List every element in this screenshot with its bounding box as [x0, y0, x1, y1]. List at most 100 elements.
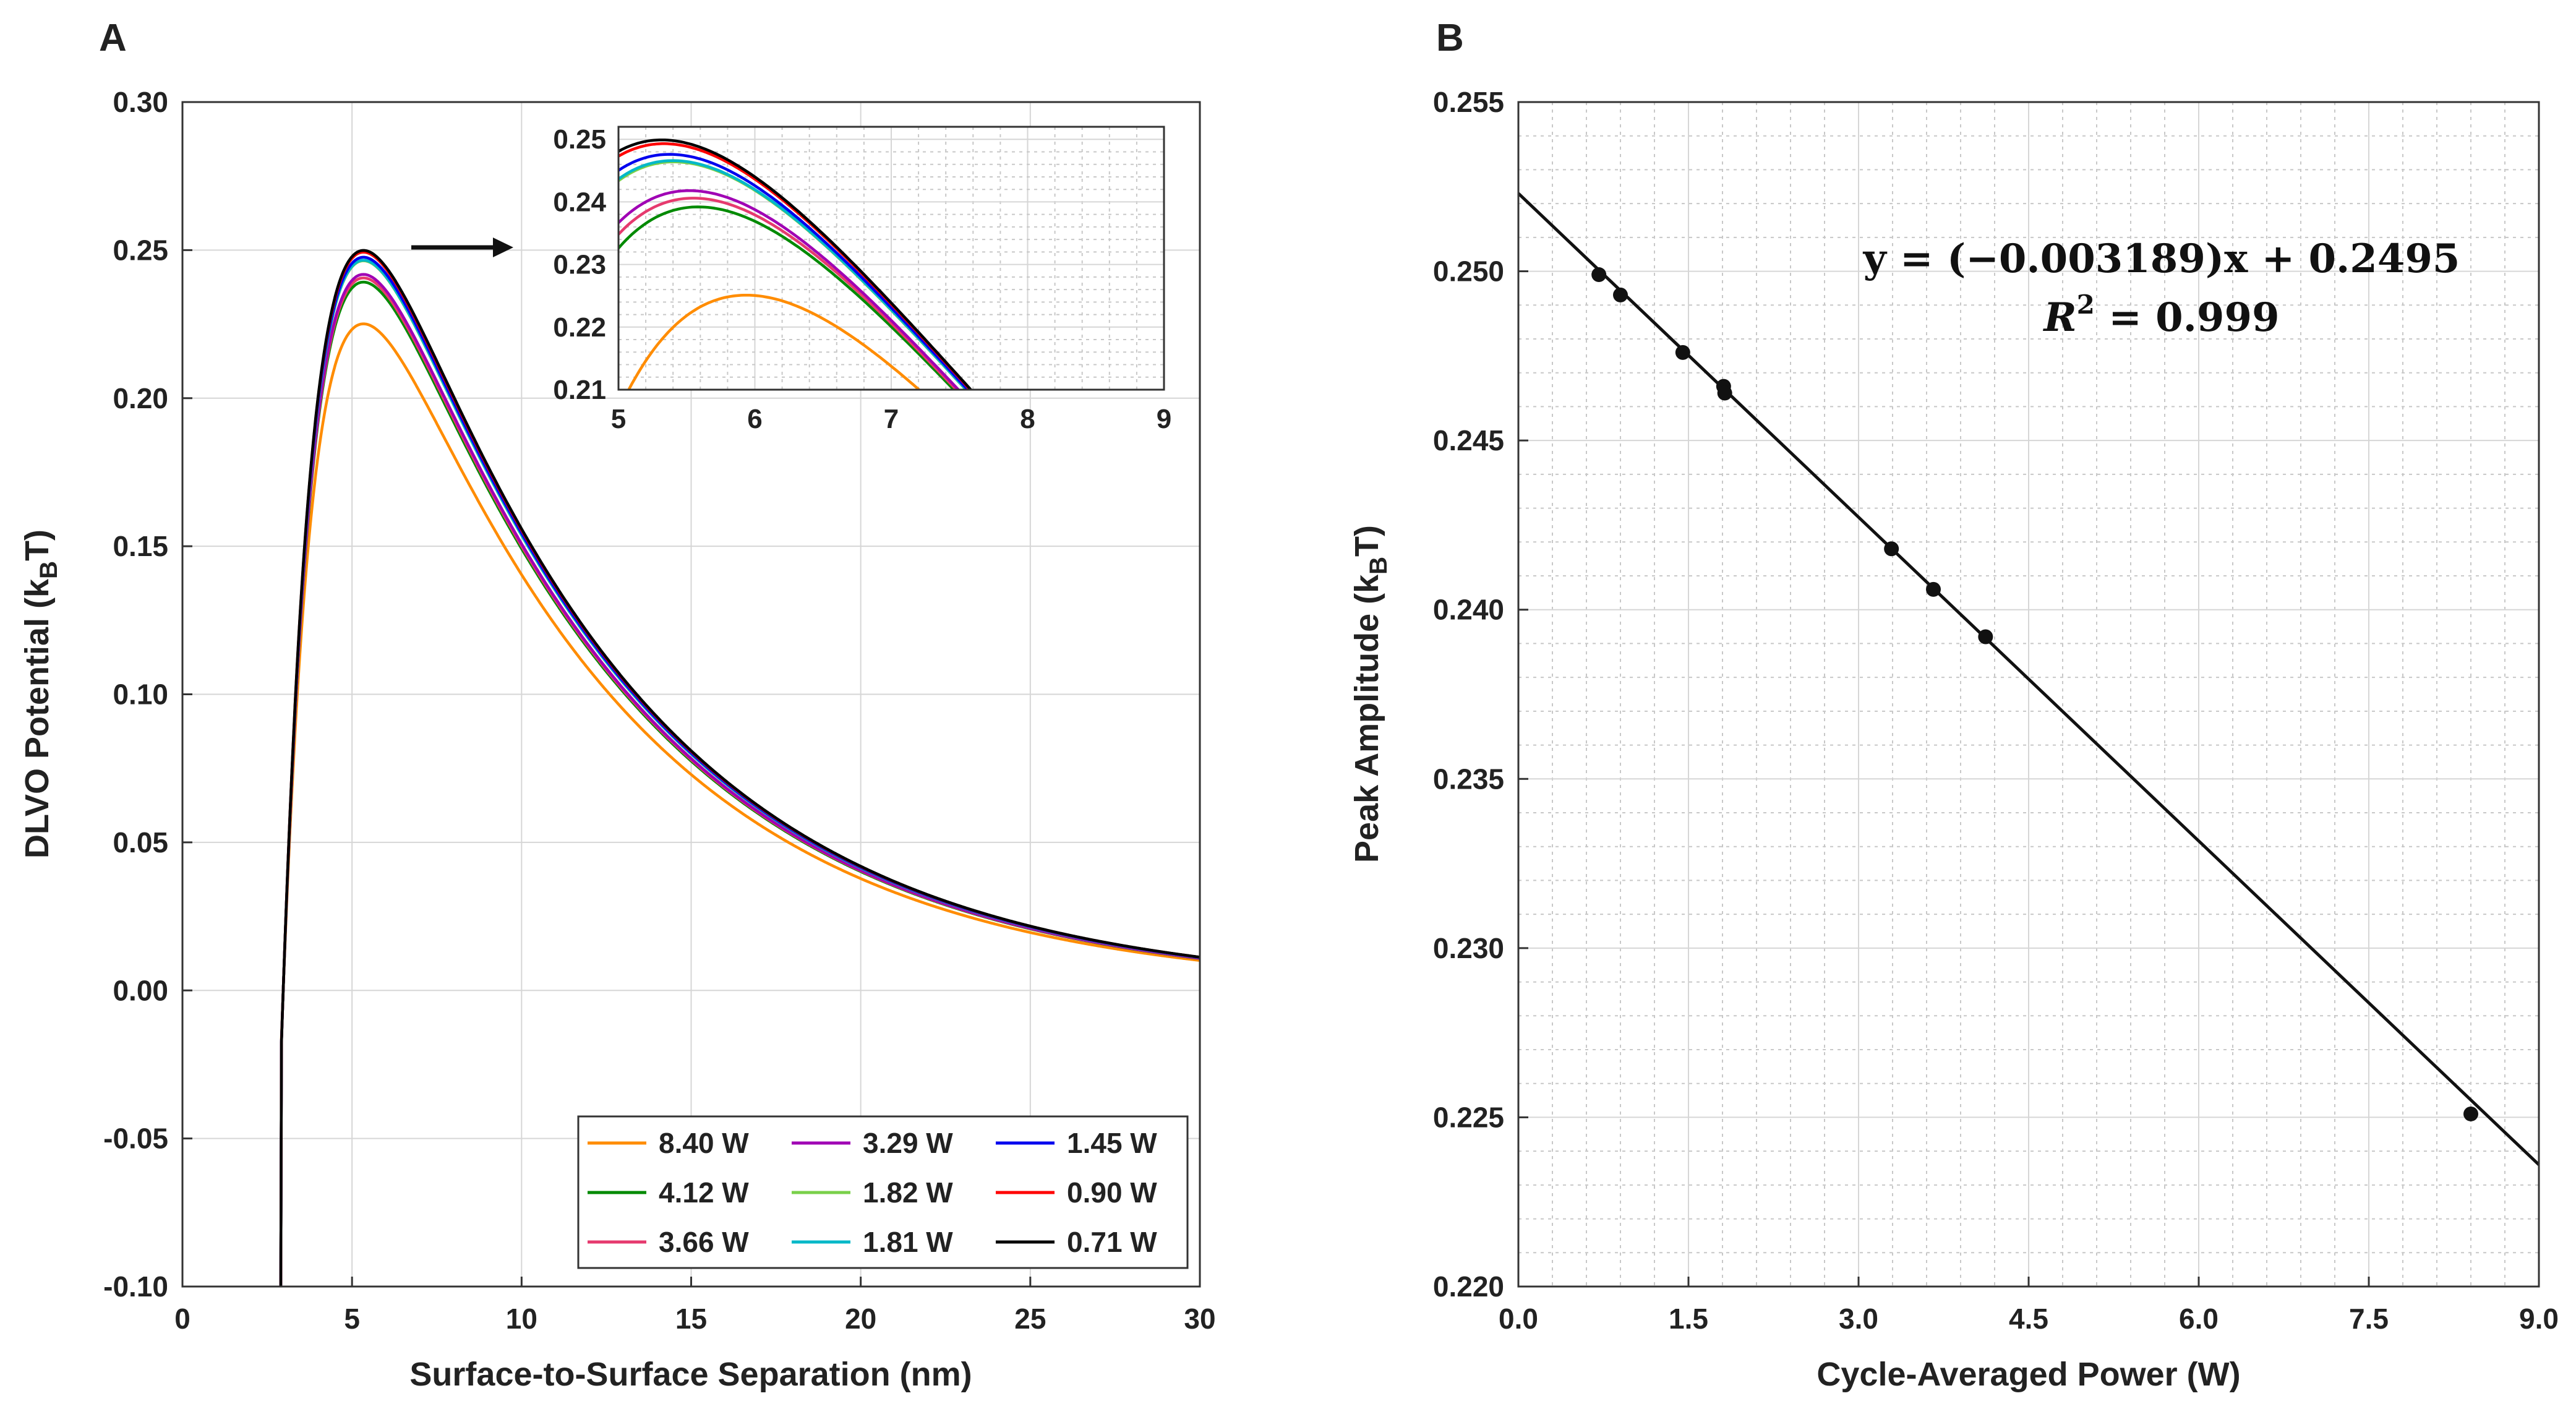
inset-y-tick-label: 0.24 — [553, 187, 606, 217]
panel-b-y-tick-label: 0.250 — [1433, 255, 1504, 288]
panel-b-y-axis-title-main: Peak Amplitude (k — [1348, 574, 1385, 863]
panel-b-y-axis-title: Peak Amplitude (kBT) — [1348, 525, 1392, 863]
panel-b-y-tick-label: 0.255 — [1433, 86, 1504, 118]
panel-b-label: B — [1436, 17, 1464, 59]
legend-label: 4.12 W — [659, 1176, 749, 1209]
panel-a-y-tick-label: -0.05 — [103, 1123, 168, 1155]
panel-b-y-axis-title-subscript: B — [1365, 557, 1392, 575]
panel-b-points — [1591, 267, 2478, 1121]
panel-b-y-ticks: 0.220 0.225 0.230 0.235 0.240 0.245 0.250 0.255 — [1433, 86, 1528, 1303]
legend-label: 1.81 W — [863, 1226, 953, 1258]
inset-y-tick-label: 0.25 — [553, 124, 606, 155]
panel-a-y-tick-label: 0.00 — [113, 974, 168, 1006]
panel-b-x-tick-label: 0.0 — [1499, 1303, 1538, 1335]
panel-a-x-tick-label: 30 — [1184, 1303, 1215, 1335]
panel-a-y-axis-title-subscript: B — [35, 561, 62, 579]
inset-curve-line — [618, 197, 959, 390]
panel-a-x-tick-label: 10 — [506, 1303, 537, 1335]
data-point — [1978, 629, 1993, 645]
inset-y-tick-label: 0.21 — [553, 375, 606, 405]
inset-curve-line — [618, 153, 970, 390]
r-squared-value: = 0.999 — [2095, 294, 2280, 341]
panel-a-x-tick-label: 15 — [675, 1303, 707, 1335]
inset-x-ticks: 5 6 7 8 9 — [611, 404, 1171, 434]
panel-a-y-tick-label: 0.15 — [113, 530, 168, 562]
inset-curve-line — [618, 205, 956, 390]
panel-a-x-tick-label: 25 — [1014, 1303, 1046, 1335]
panel-a-y-tick-label: 0.30 — [113, 86, 168, 118]
dlvo-curve-line — [279, 322, 1200, 1287]
data-point — [1717, 385, 1732, 401]
legend-label: 0.71 W — [1067, 1226, 1157, 1258]
panel-a-y-tick-label: -0.10 — [103, 1270, 168, 1303]
inset-x-tick-label: 8 — [1020, 404, 1035, 434]
panel-b-x-ticks: 0.0 1.5 3.0 4.5 6.0 7.5 9.0 — [1499, 1277, 2559, 1335]
inset-frame — [617, 126, 1165, 391]
panel-b-y-axis-title-end: T) — [1348, 525, 1385, 557]
panel-a-y-tick-label: 0.05 — [113, 826, 168, 859]
panel-a-y-axis-title-main: DLVO Potential (k — [19, 578, 56, 859]
panel-b-x-tick-label: 4.5 — [2009, 1303, 2048, 1335]
data-point — [1613, 287, 1628, 302]
inset-curves — [618, 139, 973, 390]
legend-box — [577, 1115, 1189, 1269]
panel-b: B 0.0 1.5 3.0 4.5 6.0 7.5 9.0 0.2200.2250.2300… — [1348, 17, 2559, 1393]
inset-curve-line — [618, 189, 961, 390]
inset-curve-line — [627, 293, 922, 390]
panel-b-x-axis-title: Cycle-Averaged Power (W) — [1816, 1356, 2240, 1393]
panel-a-y-axis-title: DLVO Potential (kBT) — [19, 529, 62, 859]
panel-b-x-tick-label: 3.0 — [1839, 1303, 1878, 1335]
panel-a-y-tick-label: 0.10 — [113, 679, 168, 711]
panel-a-x-axis-title: Surface-to-Surface Separation (nm) — [409, 1356, 972, 1393]
zoom-arrow-head — [493, 238, 513, 257]
inset-x-tick-label: 9 — [1157, 404, 1171, 434]
panel-b-y-tick-label: 0.240 — [1433, 594, 1504, 626]
legend-label: 3.66 W — [659, 1226, 749, 1258]
panel-a-y-tick-label: 0.25 — [113, 234, 168, 266]
inset-x-tick-label: 6 — [747, 404, 762, 434]
inset-curve-line — [618, 159, 969, 390]
inset-y-tick-label: 0.22 — [553, 312, 606, 343]
inset-x-tick-label: 7 — [884, 404, 899, 434]
panel-b-y-tick-label: 0.235 — [1433, 763, 1504, 795]
panel-a: A 0 5 10 15 20 25 30 -0.10 -0.05 0.00 0.05 0.10 0.1… — [19, 17, 1216, 1393]
panel-a-x-tick-label: 5 — [344, 1303, 360, 1335]
legend-items: 8.40 W 4.12 W 3.66 W 3.29 W 1.82 W 1.81 W 1.45… — [588, 1127, 1157, 1258]
panel-b-x-tick-label: 7.5 — [2349, 1303, 2389, 1335]
panel-a-x-ticks: 0 5 10 15 20 25 30 — [174, 1277, 1216, 1335]
data-point — [2463, 1106, 2478, 1121]
panel-a-x-tick-label: 0 — [174, 1303, 190, 1335]
inset-curve-line — [618, 139, 973, 390]
inset-x-tick-label: 5 — [611, 404, 626, 434]
data-point — [1591, 267, 1607, 283]
panel-a-inset: 5 6 7 8 9 0.21 0.22 0.23 0.24 0.25 — [553, 124, 1171, 434]
inset-y-ticks: 0.21 0.22 0.23 0.24 0.25 — [553, 124, 606, 405]
panel-a-y-tick-label: 0.20 — [113, 382, 168, 414]
panel-a-label: A — [99, 17, 127, 59]
legend-label: 1.45 W — [1067, 1127, 1157, 1159]
data-point — [1675, 345, 1690, 360]
r-squared-symbol: R — [2042, 294, 2076, 341]
panel-b-x-tick-label: 6.0 — [2179, 1303, 2219, 1335]
panel-b-y-tick-label: 0.225 — [1433, 1101, 1504, 1133]
legend-label: 1.82 W — [863, 1176, 953, 1209]
legend-label: 0.90 W — [1067, 1176, 1157, 1209]
panel-a-x-tick-label: 20 — [845, 1303, 876, 1335]
panel-b-y-tick-label: 0.230 — [1433, 932, 1504, 964]
panel-b-grid — [1518, 102, 2539, 1287]
panel-b-y-tick-label: 0.245 — [1433, 424, 1504, 456]
panel-a-y-ticks: -0.10 -0.05 0.00 0.05 0.10 0.15 0.20 0.25 0.30 — [103, 86, 192, 1303]
panel-b-y-tick-label: 0.220 — [1433, 1270, 1504, 1303]
data-point — [1884, 541, 1899, 557]
legend: 8.40 W 4.12 W 3.66 W 3.29 W 1.82 W 1.81 W 1.45… — [577, 1115, 1189, 1269]
data-point — [1926, 581, 1941, 597]
fit-r-squared: R2 = 0.999 — [2042, 289, 2279, 341]
legend-label: 3.29 W — [863, 1127, 953, 1159]
panel-b-x-tick-label: 9.0 — [2519, 1303, 2559, 1335]
fit-equation: y = (−0.003189)x + 0.2495 — [1863, 236, 2460, 282]
dlvo-curve-line — [279, 249, 1200, 1287]
panel-a-y-axis-title-end: T) — [19, 529, 56, 561]
panel-b-x-tick-label: 1.5 — [1669, 1303, 1708, 1335]
panel-a-curves — [279, 249, 1200, 1287]
